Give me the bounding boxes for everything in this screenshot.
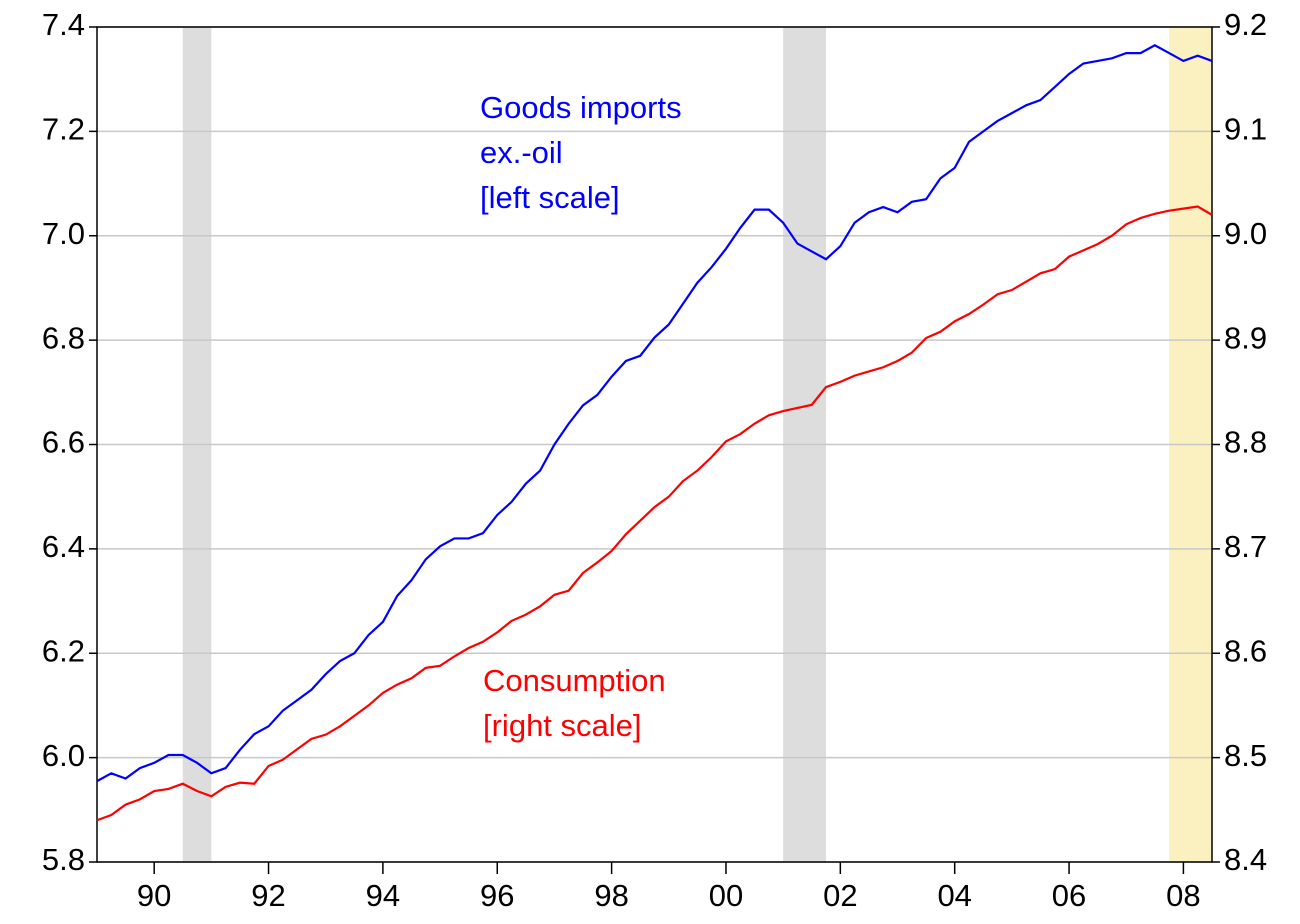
y2-tick-label: 8.8 <box>1224 425 1267 460</box>
annotation: Consumption <box>483 663 666 698</box>
x-tick-label: 90 <box>137 878 171 913</box>
annotation: [right scale] <box>483 708 642 743</box>
annotation: [left scale] <box>480 180 620 215</box>
data-line <box>96 44 1213 783</box>
y-tick-label: 6.4 <box>42 529 85 564</box>
y2-tick-label: 8.7 <box>1224 529 1267 564</box>
y2-tick-label: 8.9 <box>1224 320 1267 355</box>
x-tick-label: 00 <box>709 878 743 913</box>
x-tick-label: 94 <box>366 878 400 913</box>
x-tick-label: 04 <box>937 878 971 913</box>
x-tick-label: 06 <box>1052 878 1086 913</box>
y-tick-label: 7.2 <box>42 112 85 147</box>
x-tick-label: 92 <box>251 878 285 913</box>
y2-tick-label: 9.0 <box>1224 216 1267 251</box>
y-tick-label: 6.6 <box>42 425 85 460</box>
y-tick-label: 6.8 <box>42 320 85 355</box>
y-tick-label: 6.0 <box>42 738 85 773</box>
x-tick-label: 08 <box>1166 878 1200 913</box>
y2-tick-label: 8.4 <box>1224 842 1267 877</box>
y2-tick-label: 8.6 <box>1224 633 1267 668</box>
x-tick-label: 02 <box>823 878 857 913</box>
plot-frame <box>96 26 1213 863</box>
y-tick-label: 6.2 <box>42 633 85 668</box>
y-tick-label: 7.0 <box>42 216 85 251</box>
x-tick-label: 98 <box>594 878 628 913</box>
y-tick-label: 5.8 <box>42 842 85 877</box>
x-tick-label: 96 <box>480 878 514 913</box>
annotation: ex.-oil <box>480 135 563 170</box>
y2-tick-label: 9.2 <box>1224 7 1267 42</box>
y-tick-label: 7.4 <box>42 7 85 42</box>
annotation: Goods imports <box>480 90 682 125</box>
y2-tick-label: 9.1 <box>1224 112 1267 147</box>
data-line <box>96 205 1213 822</box>
y2-tick-label: 8.5 <box>1224 738 1267 773</box>
